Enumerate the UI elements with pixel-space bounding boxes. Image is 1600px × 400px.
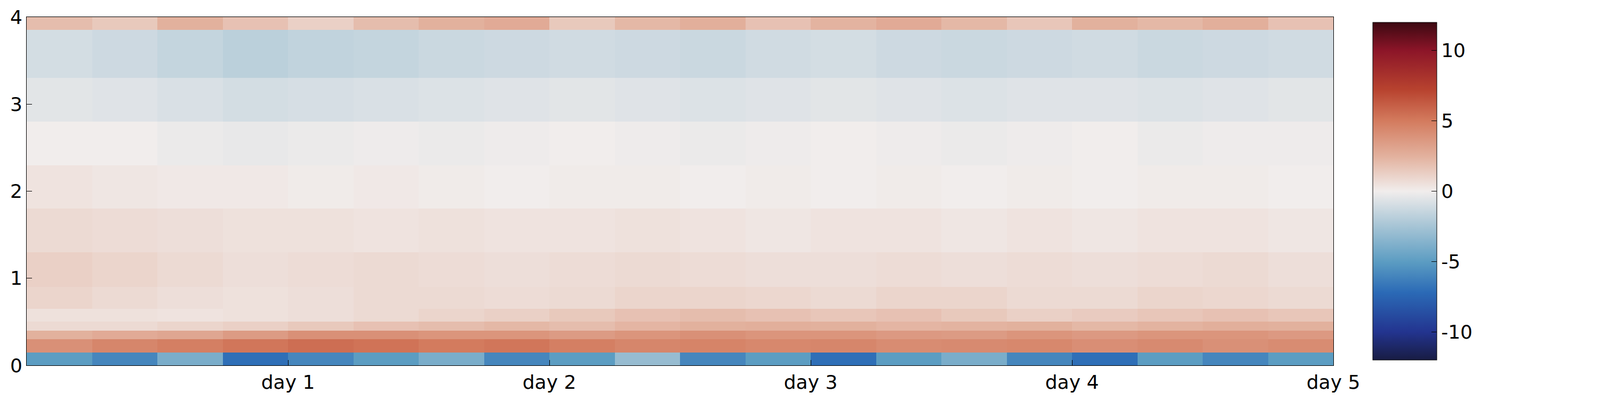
svg-text:5: 5 — [1441, 109, 1454, 132]
svg-text:0: 0 — [1441, 180, 1454, 203]
svg-text:-5: -5 — [1441, 250, 1461, 273]
svg-text:day 3: day 3 — [784, 371, 838, 394]
svg-text:day 2: day 2 — [522, 371, 577, 394]
svg-text:0: 0 — [10, 354, 23, 377]
svg-text:day 5: day 5 — [1306, 371, 1361, 394]
svg-text:4: 4 — [10, 6, 23, 29]
svg-text:day 4: day 4 — [1045, 371, 1100, 394]
svg-text:3: 3 — [10, 93, 23, 116]
svg-text:-10: -10 — [1441, 321, 1473, 343]
svg-text:day 1: day 1 — [261, 371, 316, 394]
svg-text:1: 1 — [10, 267, 23, 290]
svg-text:10: 10 — [1441, 39, 1466, 62]
svg-text:2: 2 — [10, 180, 23, 203]
